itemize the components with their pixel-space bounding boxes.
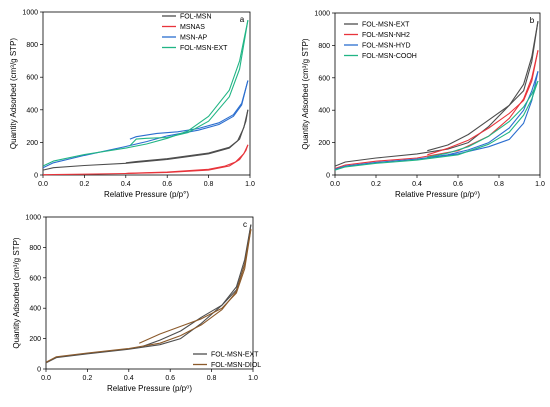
legend-entry: FOL-MSN-DIOL — [211, 362, 261, 369]
panel-c: 0.0 0.2 0.4 0.6 0.8 1.0 0 200 400 600 800 1000 Relat… — [12, 215, 261, 394]
x-tick-label: 1.0 — [245, 181, 255, 188]
y-tick-label: 800 — [29, 245, 41, 252]
x-tick-label: 0.8 — [207, 375, 217, 382]
series-line-adsorption — [42, 144, 249, 176]
series-line-adsorption — [42, 20, 249, 167]
series-line-adsorption — [42, 80, 249, 169]
x-axis-label: Relative Pressure (p/p⁰) — [107, 384, 192, 393]
panel-a: 0.0 0.2 0.4 0.6 0.8 1.0 0 200 400 600 800 1000 Relat… — [9, 10, 255, 200]
series-line-desorption — [143, 224, 252, 347]
series-3 — [42, 20, 249, 167]
legend: FOL-MSN-EXT FOL-MSN-NH2 FOL-MSN-HYD FOL-MSN… — [344, 22, 417, 60]
y-tick-label: 400 — [29, 306, 41, 313]
series-2 — [334, 71, 539, 170]
x-tick-label: 0.0 — [330, 181, 340, 188]
series-1 — [42, 144, 249, 176]
y-tick-label: 400 — [26, 107, 38, 114]
legend-entry: MSN-AP — [180, 35, 208, 42]
y-tick-label: 1000 — [314, 11, 330, 18]
series-2 — [42, 80, 249, 169]
legend-entry: FOL-MSN-HYD — [362, 43, 411, 50]
series-line-adsorption — [334, 80, 539, 171]
series-line-adsorption — [45, 229, 252, 363]
x-tick-label: 0.4 — [121, 181, 131, 188]
panel-label: c — [243, 220, 247, 229]
y-axis-label: Quantity Adsorbed (cm³/g STP) — [9, 38, 18, 149]
y-tick-label: 400 — [318, 108, 330, 115]
x-axis-label: Relative Pressure (p/p⁰) — [395, 190, 480, 199]
y-tick-label: 200 — [26, 140, 38, 147]
x-tick-label: 0.0 — [41, 375, 51, 382]
x-tick-label: 0.4 — [412, 181, 422, 188]
series-line-desorption — [427, 21, 539, 152]
series-0 — [42, 109, 249, 171]
y-tick-label: 200 — [29, 336, 41, 343]
x-tick-label: 0.6 — [162, 181, 172, 188]
series-line-desorption — [427, 80, 539, 158]
x-tick-label: 0.8 — [204, 181, 214, 188]
series-1 — [334, 50, 539, 170]
y-tick-label: 1000 — [22, 10, 38, 17]
series-line-adsorption — [334, 50, 539, 170]
legend-entry: FOL-MSN-COOH — [362, 53, 417, 60]
plot-frame — [42, 11, 251, 176]
x-tick-label: 0.2 — [80, 181, 90, 188]
series-line-adsorption — [334, 71, 539, 170]
x-tick-label: 0.0 — [38, 181, 48, 188]
y-tick-label: 800 — [318, 43, 330, 50]
x-tick-label: 0.4 — [124, 375, 134, 382]
series-0 — [334, 21, 539, 167]
y-tick-label: 800 — [26, 42, 38, 49]
panel-label: a — [240, 15, 245, 24]
series-line-desorption — [427, 50, 539, 156]
x-tick-label: 1.0 — [248, 375, 258, 382]
panel-label: b — [530, 16, 535, 25]
y-tick-label: 600 — [29, 275, 41, 282]
legend-entry: FOL-MSN — [180, 14, 212, 21]
plot-frame — [45, 216, 254, 370]
y-axis-label: Quantity Adsorbed (cm³/g STP) — [12, 237, 21, 348]
legend-entry: FOL-MSN-NH2 — [362, 32, 410, 39]
legend-entry: MSNAS — [180, 24, 205, 31]
x-axis-label: Relative Pressure (p/p°) — [104, 190, 189, 199]
y-tick-label: 0 — [37, 367, 41, 374]
x-tick-label: 1.0 — [535, 181, 545, 188]
series-line-desorption — [427, 71, 539, 159]
series-line-desorption — [125, 109, 249, 164]
y-tick-label: 1000 — [25, 215, 41, 222]
series-1 — [45, 229, 252, 363]
y-tick-label: 200 — [318, 140, 330, 147]
panel-b: 0.0 0.2 0.4 0.6 0.8 1.0 0 200 400 600 800 1000 Relat… — [301, 11, 545, 200]
legend: FOL-MSN MSNAS MSN-AP FOL-MSN-EXT — [162, 14, 228, 52]
x-tick-label: 0.6 — [165, 375, 175, 382]
series-line-desorption — [125, 144, 249, 174]
series-line-adsorption — [334, 21, 539, 167]
series-line-desorption — [129, 80, 249, 140]
legend-entry: FOL-MSN-EXT — [362, 22, 410, 29]
y-tick-label: 0 — [34, 173, 38, 180]
series-line-desorption — [138, 229, 252, 344]
legend: FOL-MSN-EXT FOL-MSN-DIOL — [193, 352, 261, 369]
legend-entry: FOL-MSN-EXT — [211, 352, 259, 359]
series-line-desorption — [129, 20, 249, 147]
x-tick-label: 0.6 — [453, 181, 463, 188]
x-tick-label: 0.2 — [371, 181, 381, 188]
series-0 — [45, 224, 252, 364]
x-tick-label: 0.8 — [494, 181, 504, 188]
series-3 — [334, 80, 539, 171]
y-tick-label: 0 — [326, 173, 330, 180]
legend-entry: FOL-MSN-EXT — [180, 45, 228, 52]
y-tick-label: 600 — [318, 75, 330, 82]
plot-frame — [334, 12, 541, 176]
series-line-adsorption — [45, 224, 252, 364]
x-tick-label: 0.2 — [83, 375, 93, 382]
y-axis-label: Quantity Adsorbed (cm³/g STP) — [301, 38, 310, 149]
y-tick-label: 600 — [26, 75, 38, 82]
